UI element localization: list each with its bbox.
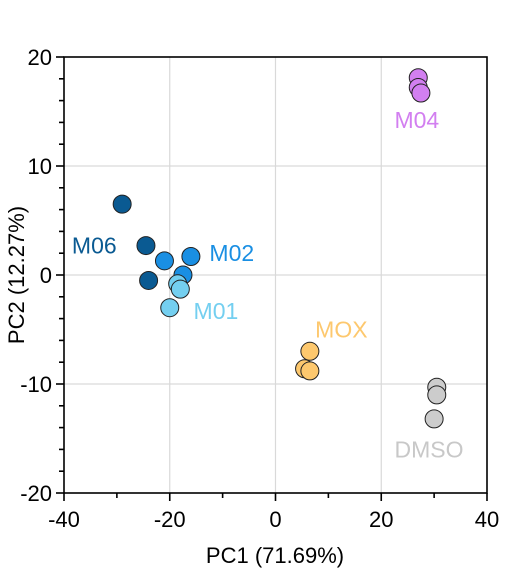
label-m02: M02 — [209, 240, 254, 266]
point-dmso — [427, 385, 447, 405]
point-m04 — [411, 83, 431, 103]
x-axis-title: PC1 (71.69%) — [206, 543, 344, 568]
x-tick-label: 0 — [269, 507, 281, 532]
label-m06: M06 — [72, 233, 117, 259]
data-points — [112, 68, 447, 429]
grid — [64, 57, 487, 493]
ticks — [56, 56, 488, 501]
y-tick-label: 20 — [28, 45, 52, 70]
point-m01 — [160, 298, 180, 318]
y-tick-label: -10 — [20, 372, 52, 397]
x-tick-label: 40 — [475, 507, 499, 532]
point-m02 — [154, 251, 174, 271]
y-axis-title: PC2 (12.27%) — [4, 206, 29, 344]
point-m06 — [112, 194, 132, 214]
x-tick-label: -20 — [154, 507, 186, 532]
point-m02 — [181, 246, 201, 266]
point-m01 — [170, 279, 190, 299]
x-tick-label: 20 — [369, 507, 393, 532]
label-dmso: DMSO — [394, 436, 463, 462]
label-m04: M04 — [394, 107, 439, 133]
point-dmso — [424, 409, 444, 429]
point-mox — [300, 361, 320, 381]
point-m06 — [136, 236, 156, 256]
x-tick-label: -40 — [48, 507, 80, 532]
y-tick-label: 10 — [28, 154, 52, 179]
label-mox: MOX — [315, 317, 367, 343]
group-labels: M06 M02 M01 MOX DMSO M04 — [72, 107, 464, 462]
point-m06 — [139, 270, 159, 290]
label-m01: M01 — [194, 298, 239, 324]
y-tick-label: -20 — [20, 481, 52, 506]
point-mox — [300, 341, 320, 361]
y-tick-label: 0 — [40, 263, 52, 288]
